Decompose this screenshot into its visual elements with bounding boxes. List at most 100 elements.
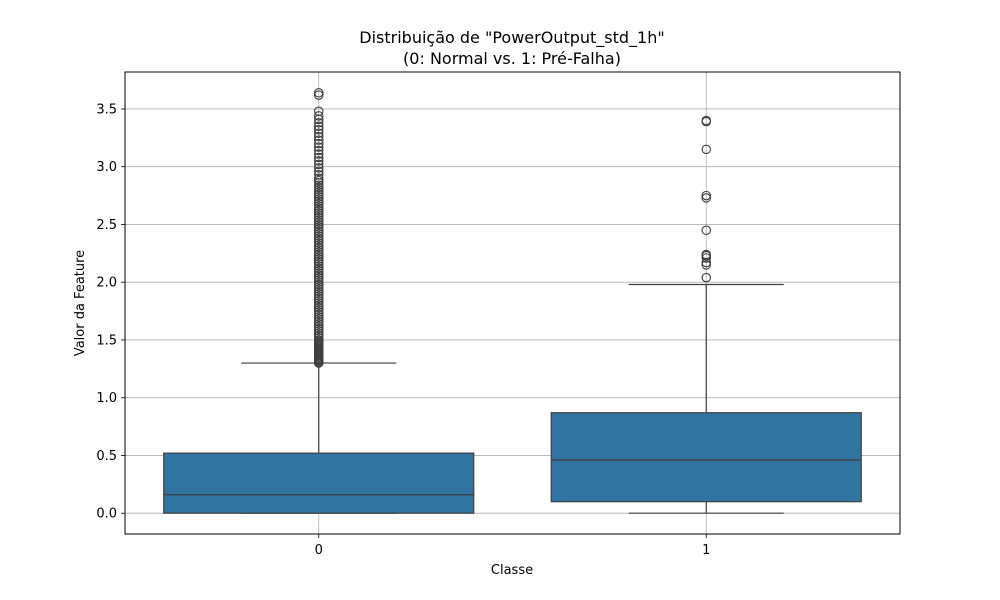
outlier-point [313,173,324,184]
outlier-point [313,270,324,281]
plot-area-frame [124,71,901,535]
outlier-point [313,284,324,294]
outlier-point [313,128,324,138]
y-tick-label: 1.5 [96,333,117,348]
outlier-point [313,222,324,232]
outlier-point [313,131,324,142]
outlier-point [313,286,324,297]
outlier-point [313,215,324,225]
outlier-point [313,245,324,255]
outlier-point [313,187,324,197]
outlier-point [313,194,324,204]
outlier-point [313,228,324,239]
outlier-point [313,219,324,230]
x-axis-label: Classe [491,563,533,578]
outlier-point [701,193,711,203]
y-tick-label: 1.0 [96,391,117,406]
iqr-box [550,412,862,503]
outlier-point [313,156,324,166]
outlier-point [313,300,324,311]
outlier-point [313,330,324,341]
x-tick-label: 1 [702,543,710,558]
outlier-point [313,90,324,100]
outlier-point [313,263,324,274]
y-tick-label: 3.0 [96,160,117,175]
outlier-point [313,309,324,320]
outlier-point [313,201,324,211]
outlier-point [313,138,324,149]
outlier-point [313,135,324,145]
outlier-point [313,272,324,283]
outlier-point [313,205,324,216]
outlier-point [701,260,711,270]
outlier-point [313,212,324,223]
outlier-point [313,302,324,313]
y-tick-label: 3.5 [96,102,117,117]
outlier-point [313,242,324,253]
outlier-point [313,170,324,180]
x-tick-label: 0 [315,543,323,558]
outlier-point [313,210,324,220]
outlier-point [701,225,711,235]
y-axis-label: Valor da Feature [73,250,88,356]
outlier-point [313,163,324,173]
outlier-point [701,190,711,201]
chart-title: Distribuição de "PowerOutput_std_1h" [359,28,664,48]
outlier-point [313,235,324,246]
outlier-point [313,166,324,177]
outlier-point [313,198,324,209]
outlier-point [313,88,324,98]
outlier-point [313,182,324,193]
outlier-point [313,268,324,278]
outlier-point [313,121,324,132]
box-layer [163,88,862,514]
outlier-point [701,144,711,155]
outlier-point [313,256,324,267]
outlier-point [313,185,324,195]
outlier-point [313,258,324,269]
outlier-point [313,295,324,306]
outlier-point [313,208,324,218]
outlier-point [313,106,324,117]
outlier-point [313,265,324,276]
y-tick-label: 2.5 [96,218,117,233]
outlier-point [313,231,324,241]
outlier-point [313,142,324,152]
outlier-point [313,319,324,329]
outlier-point [313,307,324,317]
outlier-point [313,316,324,327]
outlier-point [313,279,324,290]
outlier-point [313,314,324,324]
y-tick-label: 2.0 [96,276,117,291]
outlier-point [701,115,711,126]
box-0 [163,88,475,514]
outlier-point [313,305,324,315]
outlier-point [313,312,324,322]
y-tick-label: 0.5 [96,449,117,464]
outlier-point [313,111,324,121]
outlier-point [313,226,324,237]
outlier-point [313,196,324,207]
outlier-point [313,298,324,308]
outlier-point [313,247,324,257]
outlier-point [313,180,324,190]
outlier-point [313,238,324,248]
box-1 [550,115,862,514]
outlier-point [313,275,324,285]
axes: 0.0 0.5 1.0 1.5 2.0 2.5 3.0 3.5 0 1 [96,102,710,558]
outlier-point [313,328,324,338]
outlier-point [313,189,324,200]
outlier-point [313,291,324,301]
outlier-point [313,332,324,343]
outlier-point [313,240,324,251]
outlier-point [701,253,711,263]
outlier-point [313,282,324,292]
outlier-point [313,289,324,299]
outlier-point [313,254,324,264]
outlier-point [313,249,324,260]
outlier-point [313,321,324,331]
chart-subtitle: (0: Normal vs. 1: Pré-Falha) [403,49,621,68]
outlier-point [313,335,324,345]
